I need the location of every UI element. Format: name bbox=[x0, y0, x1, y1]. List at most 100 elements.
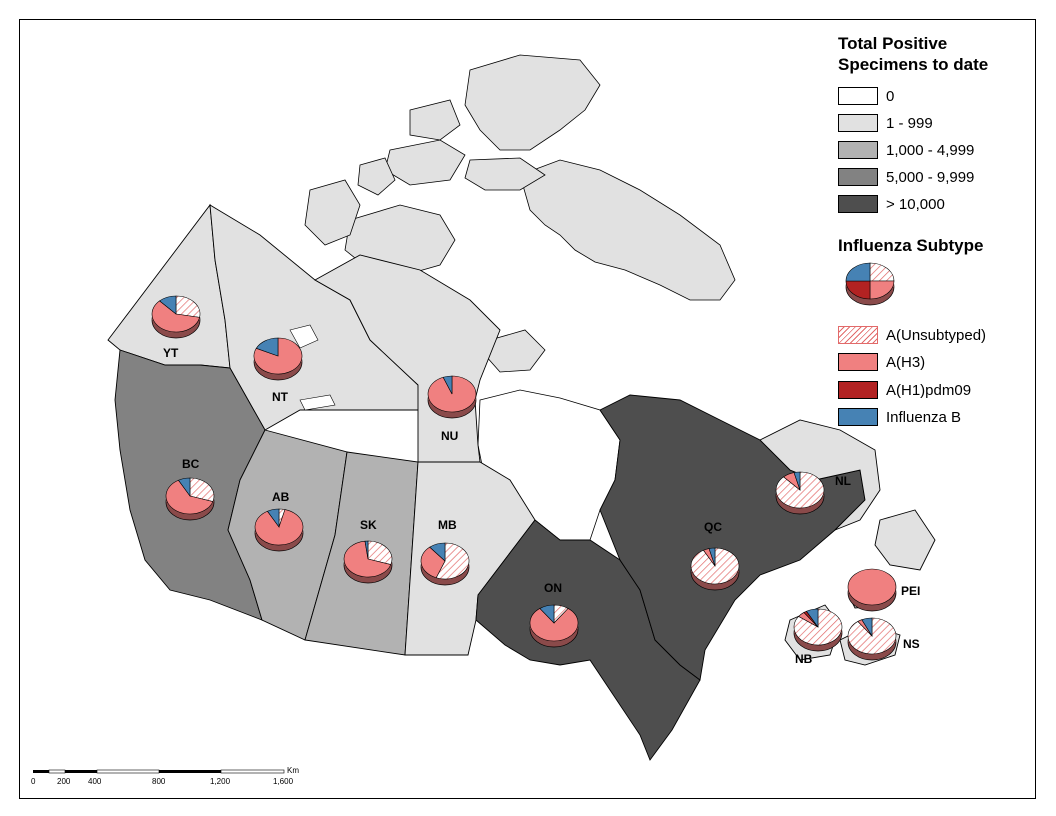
great-bear-lake bbox=[289, 324, 319, 349]
scale-tick-400: 400 bbox=[88, 777, 102, 786]
pie-slice-b bbox=[442, 375, 453, 395]
pie-sk bbox=[343, 540, 393, 584]
legend-class-4: > 10,000 bbox=[838, 194, 945, 214]
pie-slice-b bbox=[708, 547, 716, 567]
legend-class-3: 5,000 - 9,999 bbox=[838, 167, 974, 187]
pie-slice-b bbox=[539, 604, 555, 624]
pie-nu bbox=[427, 375, 477, 419]
pie-slice-h3 bbox=[869, 280, 895, 300]
pie-slice-b bbox=[861, 617, 873, 638]
label-sk: SK bbox=[360, 518, 377, 532]
legend-class-0: 0 bbox=[838, 86, 894, 106]
label-nl: NL bbox=[835, 474, 851, 488]
pie-slice-unsub bbox=[175, 295, 201, 318]
pie-on bbox=[529, 604, 579, 648]
pie-slice-b bbox=[429, 542, 446, 562]
legend-swatch bbox=[838, 353, 878, 371]
scale-tick-0: 0 bbox=[31, 777, 36, 786]
legend-subtype-1: A(H3) bbox=[838, 352, 925, 372]
label-on: ON bbox=[544, 581, 562, 595]
pie-mb bbox=[420, 542, 470, 586]
map-frame bbox=[19, 19, 1036, 799]
legend-subtype-label: A(H1)pdm09 bbox=[886, 381, 972, 399]
scale-segment bbox=[159, 770, 221, 773]
legend-class-1: 1 - 999 bbox=[838, 113, 933, 133]
pie-slice-b bbox=[255, 337, 279, 357]
pie-nl bbox=[775, 471, 825, 515]
west-islands bbox=[357, 157, 396, 196]
label-ab: AB bbox=[272, 490, 290, 504]
central-islands bbox=[384, 139, 466, 186]
label-qc: QC bbox=[704, 520, 722, 534]
province-nl-island bbox=[874, 509, 936, 571]
scale-segment bbox=[96, 769, 160, 774]
legend-swatch bbox=[838, 168, 878, 186]
label-yt: YT bbox=[163, 346, 179, 360]
legend-class-label: 5,000 - 9,999 bbox=[886, 168, 975, 186]
scale-tick-800: 800 bbox=[152, 777, 166, 786]
pie-ab bbox=[254, 508, 304, 552]
legend-subtype-2: A(H1)pdm09 bbox=[838, 380, 971, 400]
scale-tick-200: 200 bbox=[57, 777, 71, 786]
legend-class-label: 1 - 999 bbox=[886, 114, 933, 132]
label-bc: BC bbox=[182, 457, 200, 471]
legend-subtype-3: Influenza B bbox=[838, 407, 961, 427]
province-labels: YT NT NU BC AB SK MB ON QC NL NB NS PEI bbox=[163, 346, 920, 666]
north-islands bbox=[409, 99, 461, 141]
label-nt: NT bbox=[272, 390, 289, 404]
banks-island bbox=[304, 179, 361, 246]
lakes bbox=[289, 324, 336, 411]
pie-slice-b bbox=[793, 471, 801, 491]
province-qc bbox=[599, 394, 866, 681]
pie-nt bbox=[253, 337, 303, 381]
pie-charts bbox=[151, 295, 897, 661]
pie-slice-h3 bbox=[165, 479, 214, 515]
pie-slice-unsub bbox=[869, 262, 895, 282]
pie-slice-unsub bbox=[435, 542, 470, 580]
legend-subtype-label: A(Unsubtyped) bbox=[886, 326, 987, 344]
pie-slice-h1 bbox=[845, 280, 871, 300]
pie-slice-b bbox=[177, 477, 191, 497]
pie-slice-b bbox=[845, 262, 871, 282]
scale-segment bbox=[48, 769, 66, 774]
label-mb: MB bbox=[438, 518, 457, 532]
scale-unit: Km bbox=[287, 766, 299, 775]
scale-bar: 0 200 400 800 1,200 1,600 Km bbox=[31, 766, 299, 786]
legend-subtype-0: A(Unsubtyped) bbox=[838, 325, 986, 345]
pie-slice-b bbox=[266, 508, 280, 528]
legend-subtype-label: Influenza B bbox=[886, 408, 962, 426]
legend-pie-icon bbox=[845, 262, 895, 306]
legend-swatch bbox=[838, 114, 878, 132]
legend-swatch bbox=[838, 381, 878, 399]
legend-swatch bbox=[838, 408, 878, 426]
great-slave-lake bbox=[299, 394, 336, 411]
legend-specimens-title: Total Positive Specimens to date bbox=[838, 34, 989, 74]
scale-segment bbox=[33, 770, 49, 773]
legend-class-label: 1,000 - 4,999 bbox=[886, 141, 975, 159]
pie-slice-h3 bbox=[420, 546, 446, 579]
pie-slice-b bbox=[364, 540, 369, 560]
legend-class-label: > 10,000 bbox=[886, 195, 945, 213]
scale-segment bbox=[65, 770, 97, 773]
ellesmere-island bbox=[464, 54, 601, 151]
scale-tick-1600: 1,600 bbox=[273, 777, 294, 786]
legend-swatch bbox=[838, 87, 878, 105]
legend-swatch-hatch bbox=[838, 326, 878, 344]
label-nu: NU bbox=[441, 429, 458, 443]
legend-swatch bbox=[838, 195, 878, 213]
arctic-islands bbox=[304, 54, 736, 373]
victoria-island bbox=[344, 204, 456, 276]
pie-yt bbox=[151, 295, 201, 339]
baffin-island bbox=[519, 159, 736, 301]
scale-segment bbox=[220, 769, 285, 774]
label-ns: NS bbox=[903, 637, 920, 651]
pie-slice-b bbox=[159, 295, 177, 315]
pie-slice-h3 bbox=[529, 608, 579, 642]
label-nb: NB bbox=[795, 652, 813, 666]
legend-swatch bbox=[838, 141, 878, 159]
legend-class-label: 0 bbox=[886, 87, 895, 105]
legend-subtype-title: Influenza Subtype bbox=[838, 236, 984, 255]
legend-class-2: 1,000 - 4,999 bbox=[838, 140, 974, 160]
pie-slice-h3 bbox=[343, 540, 392, 578]
